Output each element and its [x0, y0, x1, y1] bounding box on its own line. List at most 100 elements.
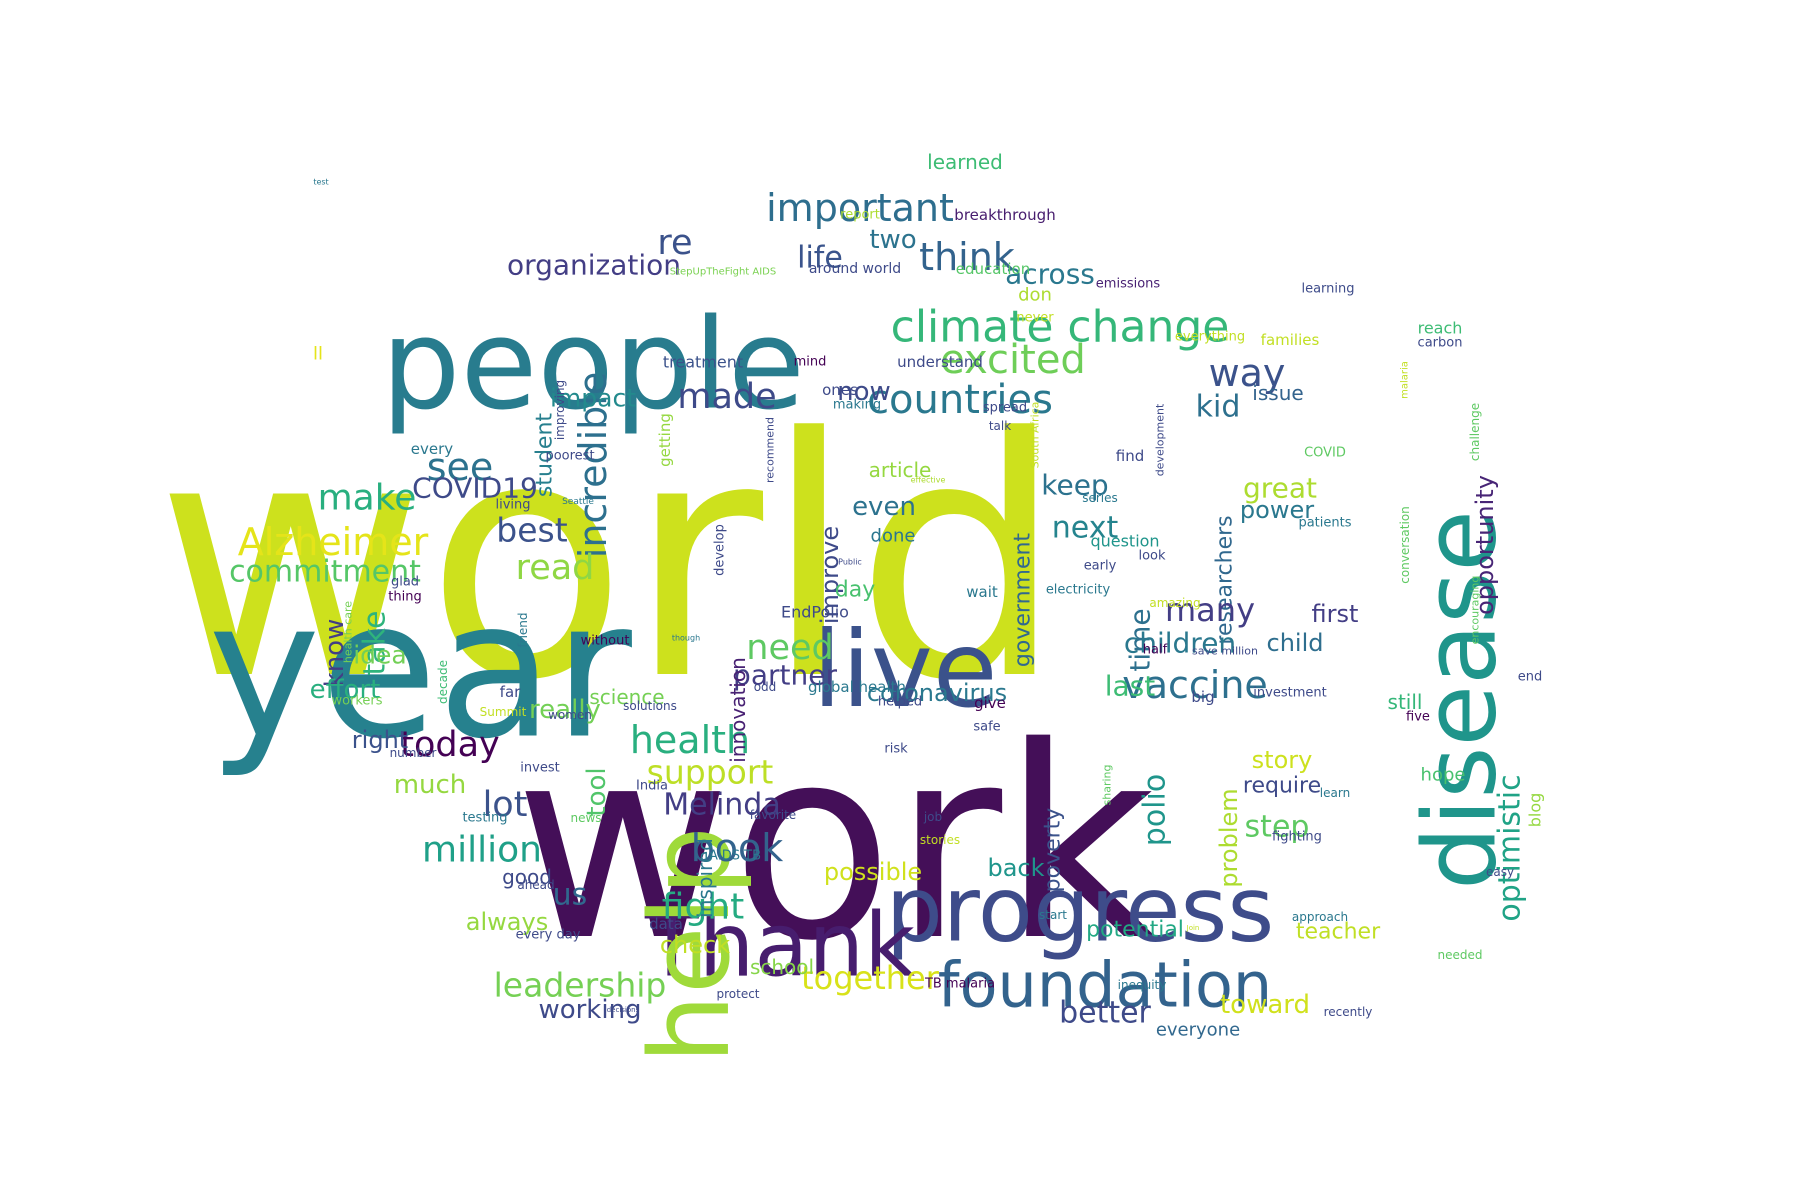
- cloud-word-electricity: electricity: [1046, 583, 1111, 598]
- cloud-word-poverty: poverty: [1041, 808, 1066, 893]
- cloud-word-researchers: researchers: [1213, 515, 1238, 644]
- cloud-word-inequity: inequity: [1118, 978, 1167, 992]
- cloud-word-idea: idea: [353, 641, 407, 670]
- cloud-word-polio: polio: [1138, 774, 1173, 846]
- cloud-word-always: always: [466, 908, 548, 936]
- cloud-word-health-care: health care: [342, 601, 355, 663]
- cloud-word-getting: getting: [656, 413, 674, 467]
- cloud-word-tool: tool: [582, 767, 612, 816]
- cloud-word-big: big: [1191, 688, 1214, 706]
- cloud-word-wait: wait: [966, 583, 998, 601]
- cloud-word-odd: odd: [754, 680, 777, 694]
- cloud-word-report: report: [840, 208, 880, 223]
- cloud-word-risk: risk: [884, 742, 908, 757]
- cloud-word-thing: thing: [388, 590, 421, 605]
- cloud-word-support: support: [647, 753, 774, 792]
- cloud-word-important: important: [766, 186, 954, 230]
- cloud-word-great: great: [1243, 472, 1317, 505]
- cloud-word-learn: learn: [1320, 786, 1350, 800]
- cloud-word-across: across: [1005, 258, 1095, 291]
- cloud-word-teacher: teacher: [1296, 920, 1381, 945]
- cloud-word-series: series: [1082, 491, 1118, 505]
- cloud-word-decisions: decisions: [607, 1006, 640, 1014]
- cloud-word-challenge: challenge: [1468, 403, 1482, 461]
- cloud-word-workers: workers: [331, 694, 382, 709]
- cloud-word-easy: easy: [1486, 865, 1514, 879]
- cloud-word-inspired: inspired: [693, 838, 717, 918]
- cloud-word-excited: excited: [940, 337, 1086, 383]
- cloud-word-child: child: [1267, 629, 1324, 657]
- cloud-word-india: India: [636, 779, 668, 794]
- cloud-word-conversation: conversation: [1398, 506, 1412, 584]
- cloud-word-together: together: [801, 959, 940, 997]
- cloud-word-good: good: [502, 865, 552, 889]
- cloud-word-friend: friend: [516, 612, 530, 647]
- cloud-word-children: children: [1124, 627, 1236, 660]
- cloud-word-families: families: [1261, 331, 1320, 349]
- cloud-word-start: start: [1039, 908, 1067, 922]
- cloud-word-talk: talk: [989, 419, 1011, 433]
- cloud-word-problem: problem: [1215, 788, 1243, 887]
- cloud-word-better: better: [1059, 996, 1151, 1031]
- cloud-word-everything: everything: [1175, 330, 1245, 345]
- cloud-word-partner: partner: [733, 659, 837, 692]
- cloud-word-learned: learned: [927, 150, 1003, 174]
- cloud-word-alzheimer: Alzheimer: [238, 520, 429, 564]
- cloud-word-though: though: [672, 634, 700, 643]
- cloud-word-investment: investment: [1253, 686, 1326, 701]
- cloud-word-hope: hope: [1421, 765, 1466, 786]
- cloud-word-without: without: [581, 634, 630, 649]
- cloud-word-approach: approach: [1292, 910, 1348, 924]
- cloud-word-two: two: [869, 225, 916, 255]
- cloud-word-aids-tb: AIDS TB: [709, 849, 761, 864]
- cloud-word-done: done: [871, 526, 916, 547]
- cloud-word-stepupthefight-aids: StepUpTheFight AIDS: [670, 267, 776, 278]
- cloud-word-give: give: [974, 694, 1006, 712]
- cloud-word-way: way: [1209, 351, 1286, 395]
- cloud-word-require: require: [1243, 774, 1321, 799]
- cloud-word-testing: testing: [462, 811, 507, 826]
- cloud-word-develop: develop: [713, 524, 728, 576]
- cloud-word-blog: blog: [1526, 793, 1545, 828]
- cloud-word-vaccine: vaccine: [1122, 663, 1268, 707]
- cloud-word-still: still: [1388, 690, 1423, 714]
- cloud-word-making: making: [833, 398, 881, 413]
- cloud-word-half: half: [1143, 643, 1168, 658]
- cloud-word-check: check: [660, 931, 730, 959]
- cloud-word-opportunity: opportunity: [1471, 475, 1499, 615]
- cloud-word-today: today: [400, 725, 500, 765]
- cloud-word-help: help: [626, 826, 754, 1064]
- cloud-word-effective: effective: [911, 476, 946, 485]
- cloud-word-work: work: [514, 691, 1155, 999]
- cloud-word-improving: improving: [553, 380, 567, 440]
- cloud-word-innovation: innovation: [726, 657, 750, 763]
- cloud-word-tb-malaria: TB malaria: [924, 977, 995, 992]
- cloud-word-never: never: [1016, 311, 1054, 326]
- cloud-word-melinda: Melinda: [663, 788, 780, 823]
- cloud-word-story: story: [1252, 746, 1313, 774]
- cloud-word-solutions: solutions: [623, 699, 677, 713]
- cloud-word-now: now: [837, 377, 891, 407]
- cloud-word-made: made: [677, 377, 776, 417]
- cloud-word-invest: invest: [520, 761, 559, 776]
- cloud-word-ll: ll: [313, 344, 323, 365]
- cloud-word-potential: potential: [1086, 918, 1184, 943]
- cloud-word-live: live: [812, 609, 997, 731]
- cloud-word-science: science: [589, 685, 664, 709]
- cloud-word-coronavirus: coronavirus: [867, 679, 1007, 707]
- cloud-word-public: Public: [838, 558, 862, 567]
- cloud-word-seattle: Seattle: [562, 497, 594, 507]
- cloud-word-everyone: everyone: [1156, 1020, 1240, 1041]
- cloud-word-patients: patients: [1298, 516, 1351, 531]
- cloud-word-ones: ones: [822, 381, 858, 399]
- cloud-word-number: number: [390, 746, 437, 760]
- cloud-word-last: last: [1105, 670, 1156, 703]
- cloud-word-news: news: [570, 811, 601, 825]
- cloud-word-join: Join: [1186, 924, 1200, 932]
- cloud-word-people: people: [381, 293, 805, 438]
- cloud-word-school: school: [750, 955, 814, 979]
- cloud-word-re: re: [657, 223, 692, 263]
- cloud-word-covid19: COVID19: [412, 472, 538, 505]
- cloud-word-article: article: [869, 458, 932, 482]
